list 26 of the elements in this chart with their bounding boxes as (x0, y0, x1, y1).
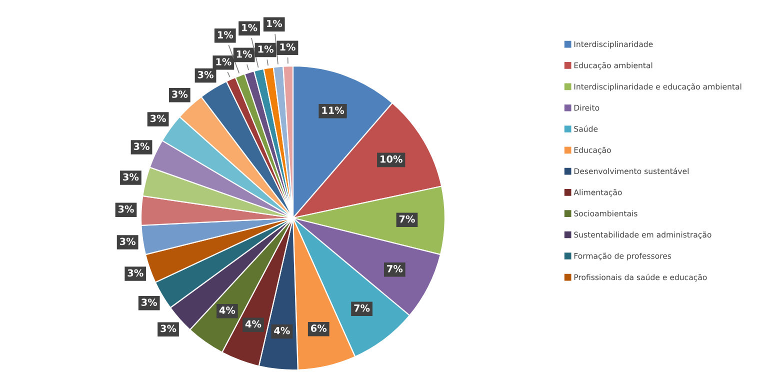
data-label: 7% (354, 304, 370, 312)
data-label: 3% (150, 114, 166, 122)
data-label: 1% (216, 58, 232, 66)
data-label: 1% (258, 45, 274, 53)
data-label: 7% (387, 265, 403, 272)
data-label: 1% (280, 43, 296, 51)
data-label: 3% (118, 205, 134, 213)
data-label: 1% (266, 20, 282, 28)
data-label: 3% (134, 142, 150, 150)
data-label: 3% (120, 238, 136, 246)
data-label: 3% (160, 324, 176, 332)
data-label: 3% (123, 173, 139, 181)
data-label: 3% (172, 90, 188, 98)
data-label: 4% (219, 306, 236, 314)
data-label: 7% (399, 215, 415, 223)
data-label: 4% (245, 320, 262, 328)
data-label: 3% (128, 269, 144, 277)
data-label: 4% (274, 326, 290, 334)
data-label: 1% (236, 50, 252, 58)
data-label: 3% (142, 298, 158, 306)
data-label: 6% (310, 324, 327, 332)
data-label: 3% (198, 70, 214, 78)
data-label: 11% (322, 106, 344, 114)
data-label: 1% (218, 31, 234, 38)
data-label: 10% (380, 155, 402, 163)
data-label: 1% (242, 24, 258, 32)
